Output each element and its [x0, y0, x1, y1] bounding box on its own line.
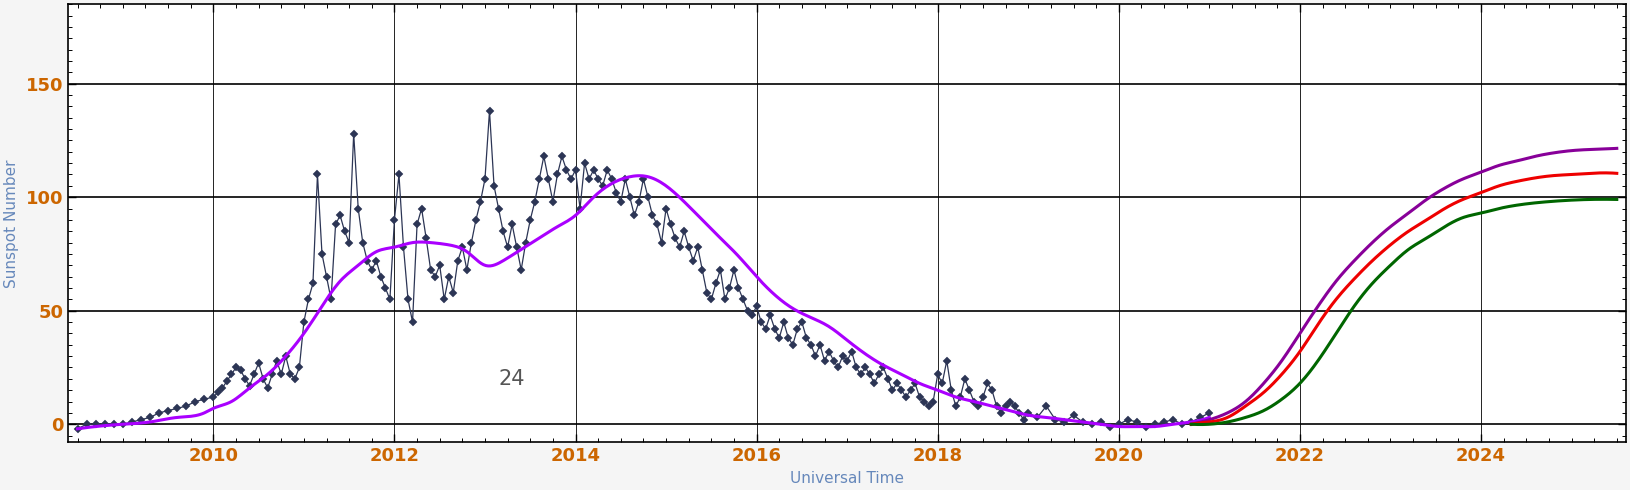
Y-axis label: Sunspot Number: Sunspot Number [5, 159, 20, 288]
Text: 24: 24 [499, 369, 525, 389]
X-axis label: Universal Time: Universal Time [791, 471, 905, 486]
